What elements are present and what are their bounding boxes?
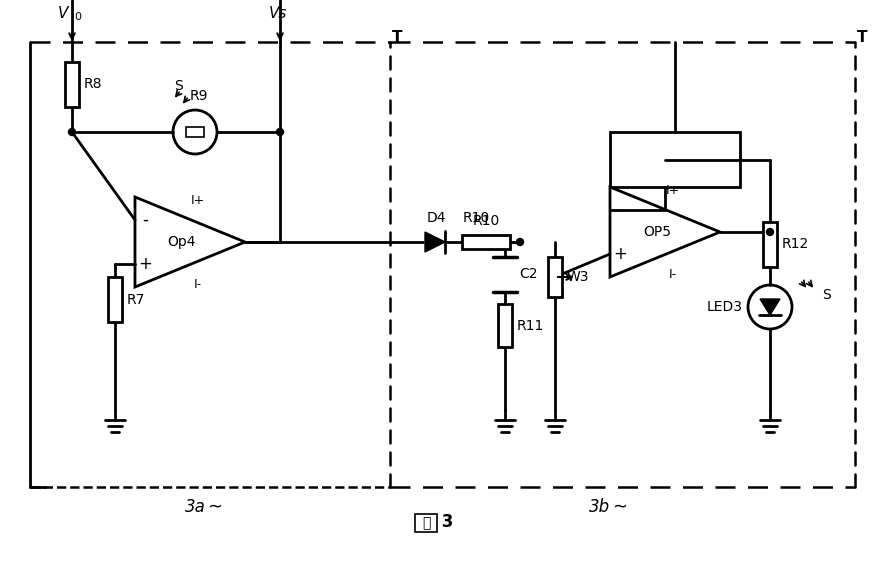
FancyBboxPatch shape — [65, 62, 79, 107]
Text: I-: I- — [669, 268, 677, 280]
Text: 3a: 3a — [184, 498, 206, 516]
Text: I+: I+ — [666, 184, 680, 197]
FancyBboxPatch shape — [186, 127, 204, 137]
Text: R12: R12 — [782, 238, 810, 252]
Text: I+: I+ — [191, 193, 206, 206]
Text: S: S — [175, 79, 183, 93]
Text: I-: I- — [194, 278, 202, 291]
Text: 图: 图 — [422, 516, 430, 530]
Text: -: - — [617, 201, 623, 219]
Text: Vs: Vs — [269, 7, 288, 21]
Circle shape — [517, 238, 524, 246]
Text: R7: R7 — [127, 292, 146, 306]
Text: 3b: 3b — [589, 498, 610, 516]
Text: 图 3: 图 3 — [426, 513, 453, 531]
Text: LED3: LED3 — [707, 300, 743, 314]
Circle shape — [766, 229, 774, 235]
Text: +: + — [613, 245, 627, 263]
Text: R8: R8 — [84, 78, 102, 92]
Text: T: T — [857, 29, 868, 44]
Text: S: S — [822, 288, 831, 302]
Text: C2: C2 — [519, 268, 537, 282]
Text: V: V — [57, 7, 68, 21]
FancyBboxPatch shape — [415, 514, 437, 532]
Text: -: - — [142, 211, 148, 229]
Text: ∼: ∼ — [612, 498, 628, 516]
Text: R9: R9 — [190, 89, 208, 103]
Text: W3: W3 — [567, 270, 589, 284]
Text: OP5: OP5 — [643, 225, 671, 239]
Text: R10: R10 — [463, 211, 490, 225]
Circle shape — [69, 129, 76, 135]
Polygon shape — [425, 232, 445, 252]
Text: D4: D4 — [427, 211, 446, 225]
FancyBboxPatch shape — [108, 277, 122, 322]
Text: ∼: ∼ — [207, 498, 222, 516]
Text: T: T — [392, 29, 402, 44]
FancyBboxPatch shape — [462, 235, 510, 249]
Text: 0: 0 — [74, 12, 81, 22]
Text: R10: R10 — [473, 214, 499, 228]
FancyBboxPatch shape — [763, 222, 777, 267]
Text: R11: R11 — [517, 319, 544, 333]
FancyBboxPatch shape — [498, 304, 512, 347]
FancyBboxPatch shape — [548, 257, 562, 297]
Circle shape — [276, 129, 283, 135]
FancyBboxPatch shape — [610, 132, 740, 187]
Text: Op4: Op4 — [168, 235, 197, 249]
Text: +: + — [138, 255, 152, 273]
Polygon shape — [760, 299, 780, 315]
